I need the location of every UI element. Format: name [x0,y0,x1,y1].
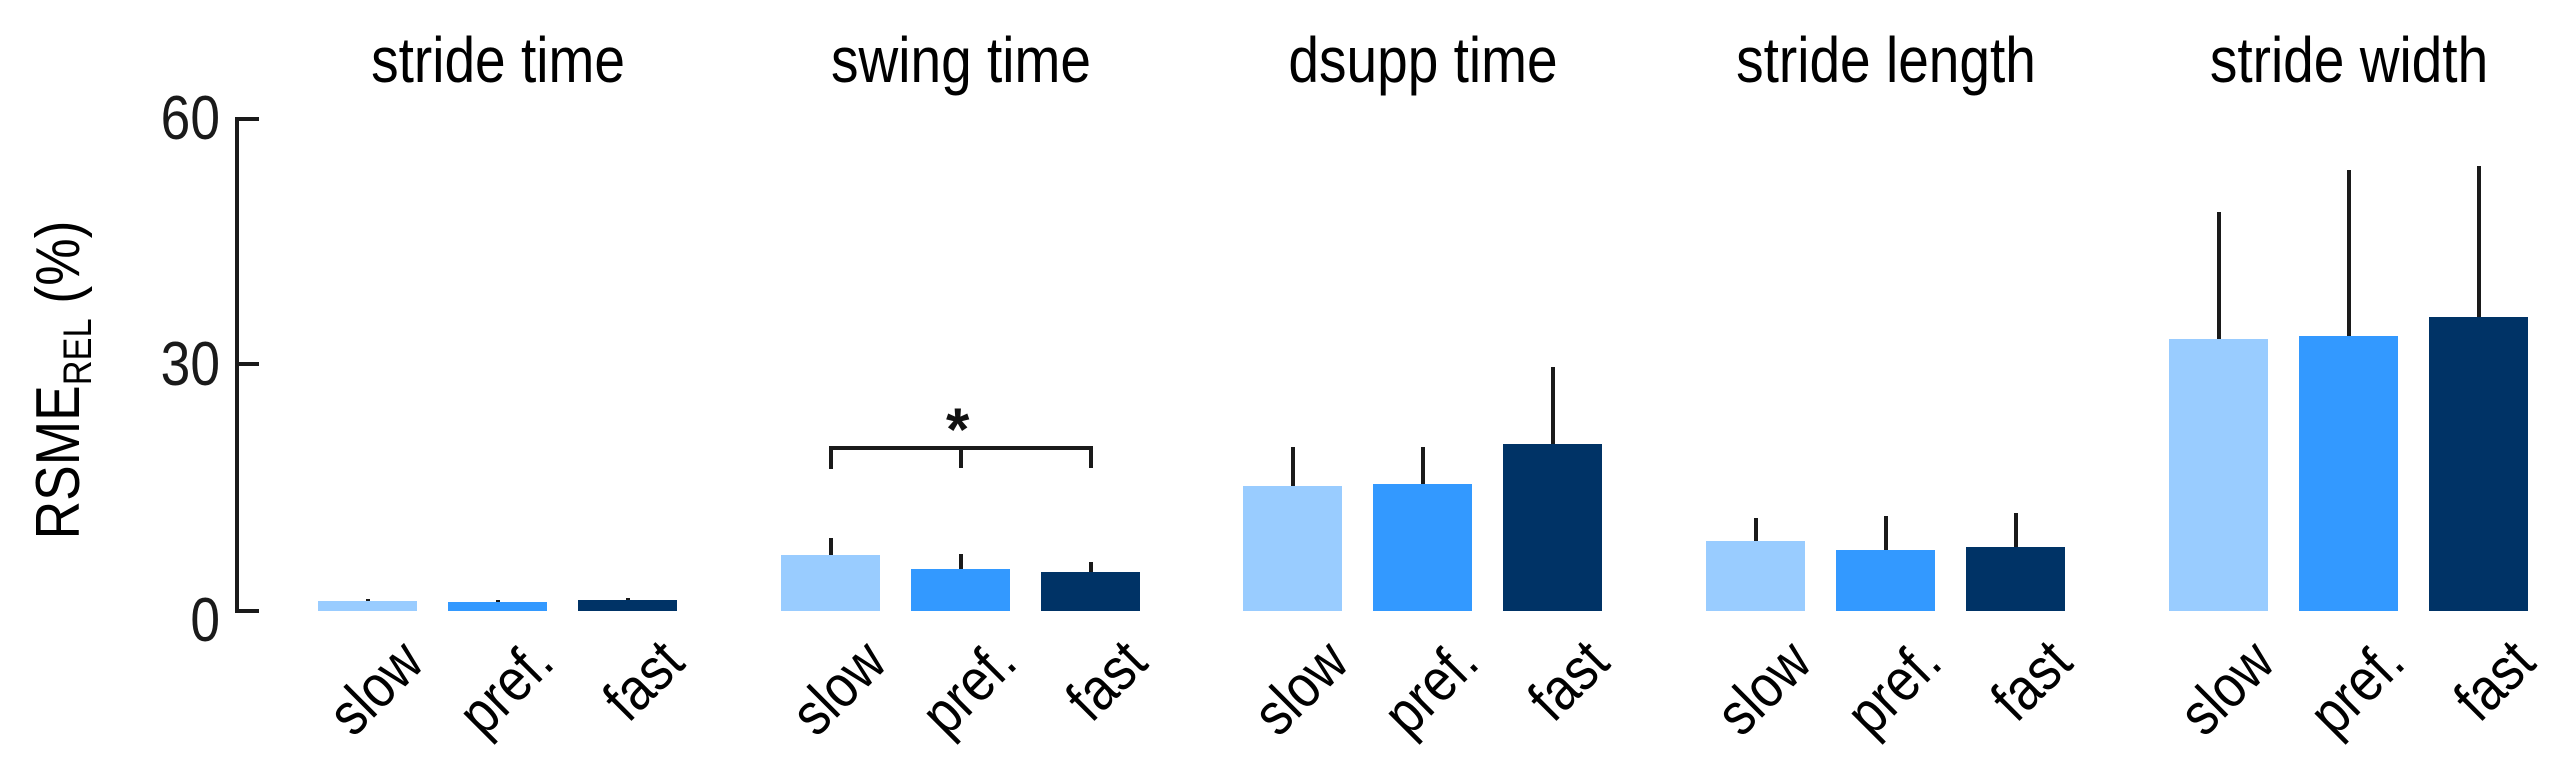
y-tick-label-0: 0 [190,586,220,655]
significance-bracket-tick-fast [1089,446,1093,468]
error-bar-stride-time-pref [495,599,500,602]
y-axis-label-subscript: REL [56,318,100,386]
error-bar-dsupp-time-pref [1420,447,1425,484]
x-tick-label-stride-width-slow: slow [2166,627,2288,748]
y-tick-label-30: 30 [160,330,220,399]
y-tick-label-60: 60 [160,84,220,153]
significance-bracket-tick-pref [959,446,963,468]
x-tick-label-stride-time-slow: slow [315,627,437,748]
error-bar-stride-time-fast [625,597,630,601]
bar-stride-length-pref [1836,550,1935,611]
panel-title-stride-width: stride width [2209,24,2489,96]
panel-title-swing-time: swing time [831,24,1091,96]
error-bar-stride-length-fast [2013,513,2018,548]
bar-swing-time-fast [1041,571,1140,611]
bar-stride-time-pref [448,601,547,611]
y-tick-60 [235,117,259,121]
error-bar-swing-time-slow [828,538,833,556]
x-tick-label-dsupp-time-fast: fast [1514,627,1622,734]
error-bar-stride-width-fast [2476,165,2481,317]
bar-stride-width-slow [2169,338,2268,611]
significance-asterisk: * [946,396,970,463]
error-bar-stride-time-slow [365,598,370,602]
y-tick-30 [235,362,259,366]
bar-stride-length-fast [1966,547,2065,611]
x-tick-label-stride-width-fast: fast [2440,627,2548,734]
bar-stride-time-slow [318,601,417,611]
x-tick-label-dsupp-time-slow: slow [1240,627,1362,748]
panel-title-dsupp-time: dsupp time [1288,24,1558,96]
error-bar-dsupp-time-fast [1550,366,1555,444]
x-tick-label-stride-time-pref: pref. [445,627,567,748]
bar-dsupp-time-fast [1503,443,1602,611]
error-bar-stride-width-pref [2346,169,2351,337]
x-tick-label-stride-length-fast: fast [1977,627,2085,734]
error-bar-swing-time-pref [958,553,963,570]
panel-title-stride-time: stride time [371,24,625,96]
error-bar-swing-time-fast [1088,561,1093,572]
x-tick-label-swing-time-fast: fast [1052,627,1160,734]
x-tick-label-stride-length-pref: pref. [1833,627,1955,748]
bar-swing-time-pref [911,569,1010,611]
panel-title-stride-length: stride length [1736,24,2036,96]
y-axis-label-unit: (%) [24,220,93,319]
x-tick-label-dsupp-time-pref: pref. [1370,627,1492,748]
x-tick-label-swing-time-slow: slow [778,627,900,748]
bar-swing-time-slow [781,555,880,611]
bar-stride-time-fast [578,600,677,611]
significance-bracket-tick-slow [829,446,833,469]
bar-dsupp-time-pref [1373,483,1472,611]
y-axis-label-main: RSME [24,385,93,540]
x-tick-label-swing-time-pref: pref. [908,627,1030,748]
error-bar-dsupp-time-slow [1290,447,1295,487]
x-tick-label-stride-time-fast: fast [589,627,697,734]
bar-stride-width-pref [2299,336,2398,611]
error-bar-stride-width-slow [2216,211,2221,339]
y-axis-label: RSMEREL (%) [23,221,101,540]
error-bar-stride-length-pref [1883,515,1888,551]
y-tick-0 [235,609,259,613]
bar-stride-length-slow [1706,541,1805,611]
error-bar-stride-length-slow [1753,518,1758,542]
bar-stride-width-fast [2429,316,2528,611]
bar-dsupp-time-slow [1243,486,1342,611]
x-tick-label-stride-length-slow: slow [1703,627,1825,748]
x-tick-label-stride-width-pref: pref. [2296,627,2418,748]
